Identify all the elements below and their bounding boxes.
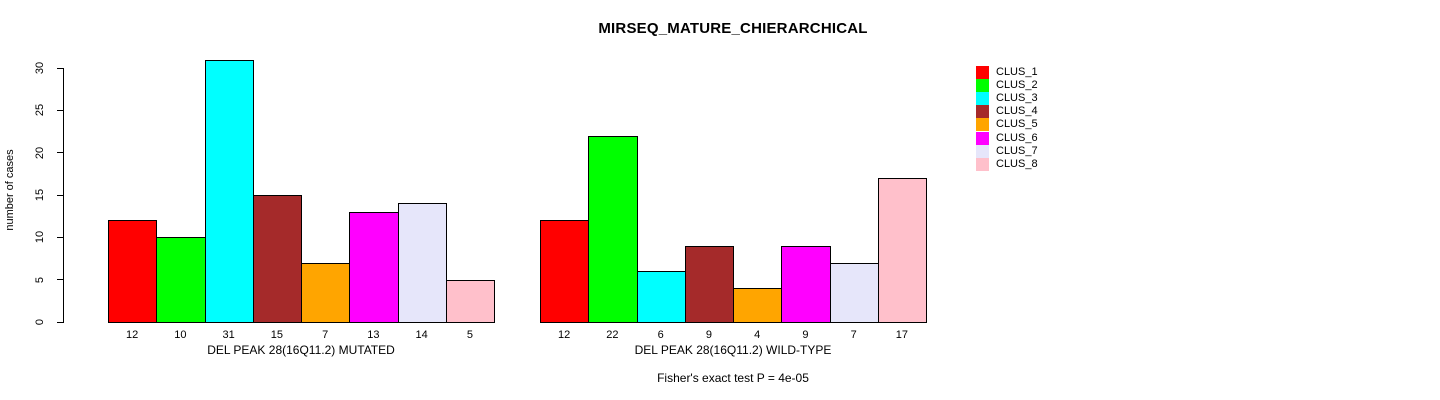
y-axis-tick-label: 30 (34, 61, 46, 75)
legend-swatch-clus_3 (976, 91, 989, 105)
y-axis-tick-label: 0 (34, 318, 46, 326)
bar-wild-type-clus_2 (588, 135, 638, 323)
y-axis-tick (57, 279, 64, 281)
legend-label-clus_5: CLUS_5 (996, 118, 1038, 131)
y-axis-tick (57, 67, 64, 69)
fisher-test-annotation: Fisher's exact test P = 4e-05 (657, 371, 809, 385)
legend-swatch-clus_6 (976, 131, 989, 145)
legend-label-clus_2: CLUS_2 (996, 78, 1038, 91)
y-axis-tick-label: 25 (34, 104, 46, 117)
bar-mutated-clus_5 (301, 262, 351, 323)
y-axis-tick (57, 109, 64, 111)
bar-value-label: 17 (895, 329, 908, 341)
y-axis-tick-label: 15 (34, 188, 46, 202)
legend-swatch-clus_4 (976, 105, 989, 119)
bar-mutated-clus_1 (108, 220, 158, 323)
y-axis-tick (57, 152, 64, 154)
bar-wild-type-clus_3 (636, 271, 686, 323)
bar-value-label: 9 (705, 329, 712, 341)
legend-label-clus_3: CLUS_3 (996, 91, 1038, 104)
bar-value-label: 7 (850, 329, 857, 341)
bar-value-label: 13 (367, 329, 380, 341)
bar-mutated-clus_4 (252, 195, 302, 323)
y-axis-tick (57, 194, 64, 196)
y-axis-tick (57, 236, 64, 238)
bar-wild-type-clus_7 (829, 262, 879, 323)
bar-wild-type-clus_1 (540, 220, 590, 323)
bar-mutated-clus_3 (204, 59, 254, 323)
bar-wild-type-clus_5 (733, 288, 783, 323)
y-axis-tick-label: 10 (34, 231, 46, 244)
legend-label-clus_1: CLUS_1 (996, 65, 1038, 78)
legend-label-clus_7: CLUS_7 (996, 144, 1038, 157)
chart-title: MIRSEQ_MATURE_CHIERARCHICAL (598, 20, 868, 37)
bar-value-label: 7 (322, 329, 329, 341)
legend-swatch-clus_1 (976, 65, 989, 79)
bar-value-label: 6 (657, 329, 664, 341)
legend-swatch-clus_2 (976, 78, 989, 92)
legend-swatch-clus_5 (976, 118, 989, 132)
bar-value-label: 12 (126, 329, 139, 341)
x-axis-label-wild-type: DEL PEAK 28(16Q11.2) WILD-TYPE (634, 343, 832, 357)
bar-value-label: 22 (606, 329, 619, 341)
bar-mutated-clus_6 (349, 211, 399, 323)
bar-value-label: 15 (270, 329, 283, 341)
bar-value-label: 31 (222, 329, 235, 341)
bar-value-label: 5 (466, 329, 473, 341)
bar-mutated-clus_2 (156, 237, 206, 323)
y-axis-tick-label: 20 (34, 146, 46, 159)
bar-value-label: 12 (558, 329, 571, 341)
bar-value-label: 4 (754, 329, 761, 341)
bar-value-label: 14 (415, 329, 428, 341)
y-axis-label: number of cases (4, 149, 16, 231)
bar-mutated-clus_8 (445, 279, 495, 323)
bar-wild-type-clus_8 (877, 178, 927, 323)
bar-wild-type-clus_6 (781, 245, 831, 323)
x-axis-label-mutated: DEL PEAK 28(16Q11.2) MUTATED (207, 343, 395, 357)
bar-value-label: 10 (174, 329, 187, 341)
y-axis-tick (57, 321, 64, 323)
bar-wild-type-clus_4 (684, 245, 734, 323)
legend-swatch-clus_7 (976, 144, 989, 158)
legend-label-clus_4: CLUS_4 (996, 105, 1038, 118)
legend-label-clus_6: CLUS_6 (996, 131, 1038, 144)
legend-swatch-clus_8 (976, 157, 989, 171)
bar-mutated-clus_7 (397, 203, 447, 323)
legend-label-clus_8: CLUS_8 (996, 157, 1038, 170)
y-axis-tick-label: 5 (34, 276, 46, 283)
bar-value-label: 9 (802, 329, 809, 341)
y-axis-line (63, 68, 64, 323)
